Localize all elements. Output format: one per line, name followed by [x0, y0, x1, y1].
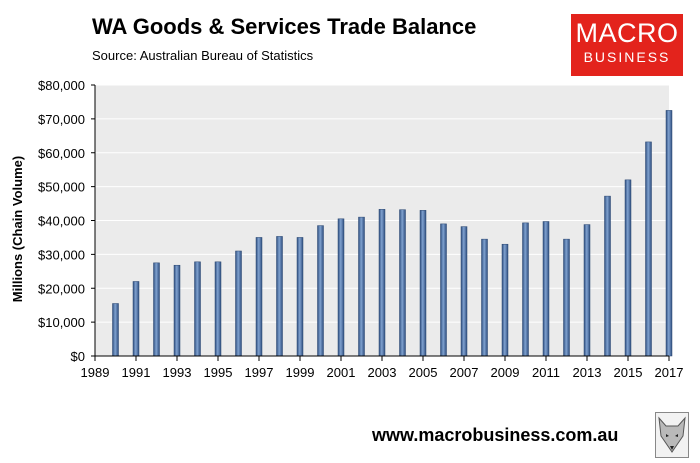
bar	[194, 261, 201, 357]
bar	[399, 209, 406, 357]
bar	[645, 141, 652, 357]
logo-line-2: BUSINESS	[583, 49, 671, 65]
bar	[542, 221, 550, 357]
bar	[501, 243, 509, 357]
y-tick-label: $50,000	[38, 180, 85, 195]
bar	[153, 262, 160, 357]
bar	[317, 225, 324, 357]
y-tick-label: $20,000	[38, 281, 85, 296]
y-tick-label: $0	[71, 349, 85, 364]
bar	[235, 250, 242, 357]
y-tick-label: $40,000	[38, 214, 85, 229]
x-tick-label: 1991	[122, 365, 151, 380]
bar	[276, 236, 283, 357]
bar	[604, 195, 611, 357]
bar	[624, 179, 632, 357]
x-tick-label: 2003	[368, 365, 397, 380]
x-tick-label: 2011	[532, 365, 560, 380]
x-tick-label: 2013	[573, 365, 602, 380]
bar	[481, 238, 488, 357]
bar	[214, 261, 222, 357]
bar	[358, 216, 365, 357]
bars	[112, 110, 673, 357]
y-tick-labels: $0 $10,000 $20,000 $30,000 $40,000 $50,000 $60…	[38, 78, 85, 364]
fox-icon	[655, 412, 689, 458]
x-tick-label: 1997	[245, 365, 274, 380]
bar	[112, 303, 119, 357]
y-tick-label: $60,000	[38, 146, 85, 161]
chart-title: WA Goods & Services Trade Balance	[92, 14, 477, 39]
bar	[296, 237, 304, 357]
y-tick-label: $70,000	[38, 112, 85, 127]
x-tick-label: 1993	[163, 365, 192, 380]
website-url[interactable]: www.macrobusiness.com.au	[372, 425, 619, 445]
bar	[440, 223, 447, 357]
axes	[91, 84, 670, 361]
x-tick-label: 2007	[450, 365, 479, 380]
logo-line-1: MACRO	[575, 18, 679, 48]
x-tick-label: 2017	[655, 365, 684, 380]
chart-source: Source: Australian Bureau of Statistics	[92, 48, 314, 63]
x-tick-label: 1995	[204, 365, 233, 380]
y-tick-label: $80,000	[38, 78, 85, 93]
bar	[255, 237, 263, 357]
x-tick-label: 1999	[286, 365, 315, 380]
x-tick-label: 2009	[491, 365, 520, 380]
bar	[419, 210, 427, 357]
bar	[173, 264, 181, 357]
x-tick-label: 2001	[327, 365, 356, 380]
bar	[378, 209, 386, 357]
bar-chart: $0 $10,000 $20,000 $30,000 $40,000 $50,000 $60…	[10, 78, 684, 380]
y-tick-label: $10,000	[38, 315, 85, 330]
bar	[522, 222, 529, 357]
gridlines	[95, 84, 669, 323]
x-tick-label: 2015	[614, 365, 643, 380]
x-tick-label: 2005	[409, 365, 438, 380]
x-tick-label: 1989	[81, 365, 110, 380]
bar	[460, 226, 468, 357]
bar	[337, 218, 345, 357]
x-tick-labels: 1989 1991 1993 1995 1997 1999 2001 2003 2005 2007…	[81, 365, 684, 380]
bar	[132, 281, 140, 357]
y-tick-label: $30,000	[38, 247, 85, 262]
bar	[583, 224, 591, 357]
y-axis-label: Millions (Chain Volume)	[10, 156, 25, 302]
bar	[563, 238, 570, 357]
bar	[665, 110, 673, 357]
macrobusiness-logo[interactable]: MACRO BUSINESS	[571, 14, 683, 76]
